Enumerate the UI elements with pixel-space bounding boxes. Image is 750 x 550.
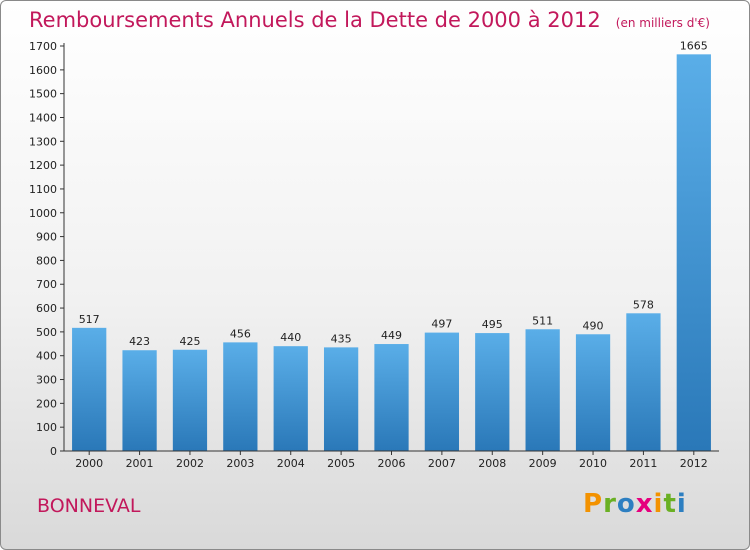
x-tick-label-2012: 2012 — [680, 457, 708, 470]
y-tick-label: 600 — [36, 302, 57, 315]
x-tick-label-2009: 2009 — [529, 457, 557, 470]
y-tick-label: 1200 — [29, 159, 57, 172]
y-tick-label: 1700 — [29, 40, 57, 53]
data-label-2010: 490 — [583, 319, 604, 332]
bar-2004 — [273, 346, 308, 451]
bars: 517 423 425 456 440 435 449 497 495 511 490 578 1665 — [72, 39, 711, 452]
y-tick-label: 1400 — [29, 111, 57, 124]
bar-2006 — [374, 344, 409, 451]
place-name: BONNEVAL — [37, 495, 141, 517]
x-tick-label-2008: 2008 — [478, 457, 506, 470]
y-tick-label: 300 — [36, 374, 57, 387]
x-tick-label-2001: 2001 — [126, 457, 154, 470]
chart-unit-note: (en milliers d'€) — [615, 16, 710, 30]
bar-2000 — [72, 327, 107, 451]
logo-letter: x — [635, 489, 654, 519]
logo-letter: o — [616, 489, 636, 519]
x-tick-label-2000: 2000 — [75, 457, 103, 470]
bar-2010 — [575, 334, 611, 451]
y-tick-label: 1600 — [29, 64, 57, 77]
title-row: Remboursements Annuels de la Dette de 20… — [29, 8, 710, 32]
bar-2009 — [525, 329, 560, 451]
x-tick-label-2002: 2002 — [176, 457, 204, 470]
y-tick-label: 900 — [36, 231, 57, 244]
logo-letter: t — [663, 489, 677, 519]
bar-2008 — [475, 333, 510, 451]
y-tick-label: 1500 — [29, 88, 57, 101]
logo-letter: i — [653, 489, 664, 519]
bar-2001 — [122, 350, 157, 451]
logo-letter: i — [676, 489, 687, 519]
y-tick-label: 0 — [50, 445, 57, 458]
data-label-2011: 578 — [633, 298, 654, 311]
y-tick-label: 400 — [36, 350, 57, 363]
y-tick-label: 800 — [36, 254, 57, 267]
data-label-2008: 495 — [482, 318, 503, 331]
data-label-2007: 497 — [431, 318, 452, 331]
bar-2011 — [626, 313, 661, 451]
data-label-2002: 425 — [179, 335, 200, 348]
bar-2002 — [172, 349, 208, 451]
y-tick-label: 200 — [36, 397, 57, 410]
y-tick-label: 500 — [36, 326, 57, 339]
y-tick-label: 100 — [36, 421, 57, 434]
data-label-2005: 435 — [331, 332, 352, 345]
bar-2012 — [676, 54, 711, 452]
x-tick-label-2003: 2003 — [226, 457, 254, 470]
y-tick-label: 1300 — [29, 135, 57, 148]
data-label-2000: 517 — [79, 313, 100, 326]
x-axis: 2000 2001 2002 2003 2004 2005 2006 2007 2008 2009… — [64, 450, 719, 470]
bar-2005 — [323, 347, 359, 451]
x-tick-label-2007: 2007 — [428, 457, 456, 470]
logo-letter: r — [603, 489, 617, 519]
y-tick-label: 700 — [36, 278, 57, 291]
data-label-2003: 456 — [230, 327, 251, 340]
data-label-2004: 440 — [280, 331, 301, 344]
proxiti-logo: Proxiti — [583, 489, 687, 519]
logo-letter: P — [583, 489, 604, 519]
data-label-2012: 1665 — [680, 39, 708, 52]
x-tick-label-2004: 2004 — [277, 457, 305, 470]
x-tick-label-2006: 2006 — [378, 457, 406, 470]
x-tick-label-2005: 2005 — [327, 457, 355, 470]
y-tick-label: 1000 — [29, 207, 57, 220]
x-tick-label-2011: 2011 — [629, 457, 657, 470]
chart-title: Remboursements Annuels de la Dette de 20… — [29, 8, 601, 32]
y-tick-label: 1100 — [29, 183, 57, 196]
bar-2003 — [223, 342, 258, 451]
data-label-2001: 423 — [129, 335, 150, 348]
x-tick-label-2010: 2010 — [579, 457, 607, 470]
bar-2007 — [424, 332, 460, 451]
y-axis: 0 100 200 300 400 500 600 700 800 900 1000 1100 1200… — [29, 40, 65, 458]
data-label-2009: 511 — [532, 314, 553, 327]
data-label-2006: 449 — [381, 329, 402, 342]
